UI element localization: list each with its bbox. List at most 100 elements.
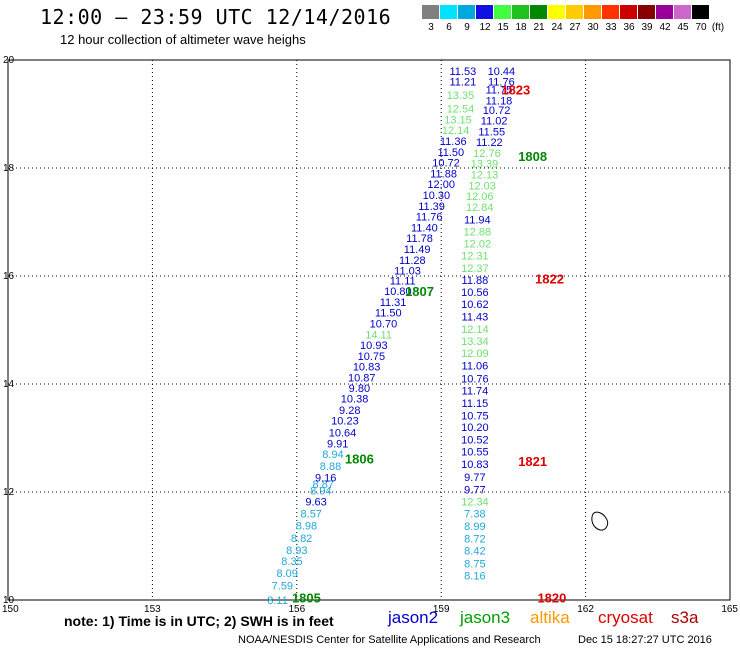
scale-swatch-21	[530, 5, 548, 19]
scale-label-70: 70	[695, 22, 707, 33]
footnote: note: 1) Time is in UTC; 2) SWH is in fe…	[64, 613, 334, 629]
wave-value-1808-1: 11.76	[488, 77, 515, 89]
legend-jason2: jason2	[388, 608, 439, 627]
wave-value-1821-0: 10.75	[461, 410, 489, 422]
generated-timestamp: Dec 15 18:27:27 UTC 2016	[578, 634, 712, 646]
wave-value-1806-5: 9.80	[349, 383, 370, 395]
pass-label-1808: 1808	[518, 149, 547, 164]
wave-value-1805-0: 8.11	[267, 595, 288, 607]
track-1806: 9.9110.6410.239.2810.389.8010.8710.8310.…	[327, 275, 416, 450]
wave-value-1822-8: 13.34	[461, 336, 489, 348]
wave-value-1808-13: 12.84	[466, 202, 494, 214]
scale-swatch-33	[602, 5, 620, 19]
wave-value-1806-11: 10.70	[370, 319, 398, 331]
wave-value-1808-11: 12.03	[468, 180, 496, 192]
wave-value-1821-1: 10.20	[461, 422, 489, 434]
wave-value-1806-6: 10.87	[348, 373, 376, 385]
wave-value-1822-4: 10.56	[461, 287, 489, 299]
wave-value-1822-0: 12.02	[464, 239, 492, 251]
credit-line: NOAA/NESDIS Center for Satellite Applica…	[238, 634, 541, 646]
wave-value-1821-8: 7.38	[464, 509, 485, 521]
wave-value-1807-7: 10.30	[423, 190, 451, 202]
scale-swatch-70	[692, 5, 710, 19]
scale-swatch-42	[656, 5, 674, 19]
scale-label-27: 27	[569, 22, 581, 33]
scale-swatch-12	[476, 5, 494, 19]
wave-value-1822-2: 12.37	[461, 263, 489, 275]
scale-swatch-18	[512, 5, 530, 19]
wave-value-1821-11: 8.42	[464, 545, 485, 557]
wave-value-1806-7: 10.83	[353, 362, 381, 374]
legend-altika: altika	[530, 608, 570, 627]
wave-value-1821-6: 9.77	[464, 484, 485, 496]
wave-value-1821-5: 9.77	[464, 472, 485, 484]
scale-label-6: 6	[446, 22, 452, 33]
wave-value-1807-11: 11.50	[437, 147, 464, 159]
wave-value-1822-13: 11.15	[462, 398, 489, 410]
wave-value-1806-14: 10.80	[384, 286, 412, 298]
wave-value-1807-14: 13.15	[444, 114, 472, 126]
wave-value-1807-6: 11.39	[418, 201, 445, 213]
wave-value-1808-4: 10.72	[483, 105, 511, 117]
wave-value-1807-2: 11.49	[404, 244, 431, 256]
wave-value-1805-13: 8.94	[322, 449, 343, 461]
wave-value-1807-13: 12.14	[442, 125, 470, 137]
wave-value-1808-9: 13.39	[471, 159, 499, 171]
wave-value-1807-4: 11.40	[411, 222, 438, 234]
wave-value-1805-8: 9.63	[305, 497, 326, 509]
scale-swatch-45	[674, 5, 692, 19]
wave-value-1808-15: 12.88	[464, 227, 492, 239]
page-title: 12:00 — 23:59 UTC 12/14/2016	[40, 5, 392, 29]
track-1808: 10.4411.7611.7511.1810.7211.0211.5511.22…	[464, 66, 516, 239]
scale-label-30: 30	[587, 22, 599, 33]
wave-value-1808-14: 11.94	[464, 214, 491, 226]
legend-jason3: jason3	[460, 608, 511, 627]
wave-value-1821-4: 10.83	[461, 459, 489, 471]
scale-swatch-15	[494, 5, 512, 19]
wave-value-1822-10: 11.06	[462, 361, 489, 373]
wave-value-1805-9: 8.94	[310, 485, 331, 497]
lat-tick-14: 14	[3, 379, 15, 390]
lat-tick-20: 20	[3, 55, 15, 66]
wave-value-1821-9: 8.99	[464, 521, 485, 533]
wave-value-1805-10: 8.87	[313, 479, 334, 491]
lon-tick-162: 162	[577, 604, 594, 615]
satellite-tracks: 8.117.598.098.358.938.828.988.579.638.94…	[267, 66, 515, 607]
scale-label-15: 15	[497, 22, 509, 33]
pass-label-1821: 1821	[518, 454, 547, 469]
wave-value-1805-3: 8.35	[281, 556, 302, 568]
scale-label-18: 18	[515, 22, 527, 33]
wave-value-1808-3: 11.18	[486, 96, 513, 108]
scale-label-33: 33	[605, 22, 617, 33]
wave-value-1806-10: 14.11	[365, 329, 392, 341]
wave-value-1808-8: 12.76	[473, 148, 501, 160]
pass-label-1807: 1807	[405, 284, 434, 299]
pass-label-1823: 1823	[501, 83, 530, 98]
wave-value-1806-2: 10.23	[331, 416, 359, 428]
track-1822: 12.0212.3112.3711.8810.5610.6211.4312.14…	[461, 239, 491, 410]
scale-swatch-39	[638, 5, 656, 19]
legend-s3a: s3a	[671, 608, 699, 627]
pass-label-1806: 1806	[345, 452, 374, 467]
wave-value-1806-9: 10.93	[360, 340, 388, 352]
lon-tick-153: 153	[144, 604, 161, 615]
wave-value-1807-3: 11.78	[406, 233, 433, 245]
wave-value-1821-2: 10.52	[461, 435, 489, 447]
scale-label-12: 12	[479, 22, 491, 33]
pass-label-1820: 1820	[537, 590, 566, 605]
lat-tick-18: 18	[3, 163, 15, 174]
wave-value-1807-10: 10.72	[432, 158, 460, 170]
wave-value-1822-7: 12.14	[461, 324, 489, 336]
pass-label-1822: 1822	[535, 272, 564, 287]
wave-value-1822-11: 10.76	[461, 374, 489, 386]
wave-value-1807-15: 12.54	[447, 104, 475, 116]
wave-value-1807-18: 11.53	[450, 66, 477, 78]
wave-value-1806-4: 10.38	[341, 394, 369, 406]
wave-value-1807-0: 11.03	[394, 266, 421, 278]
lat-tick-16: 16	[3, 271, 15, 282]
lon-tick-159: 159	[433, 604, 450, 615]
wave-value-1808-2: 11.75	[486, 85, 513, 97]
scale-label-24: 24	[551, 22, 563, 33]
scale-label-36: 36	[623, 22, 635, 33]
map-grid	[7, 59, 731, 601]
